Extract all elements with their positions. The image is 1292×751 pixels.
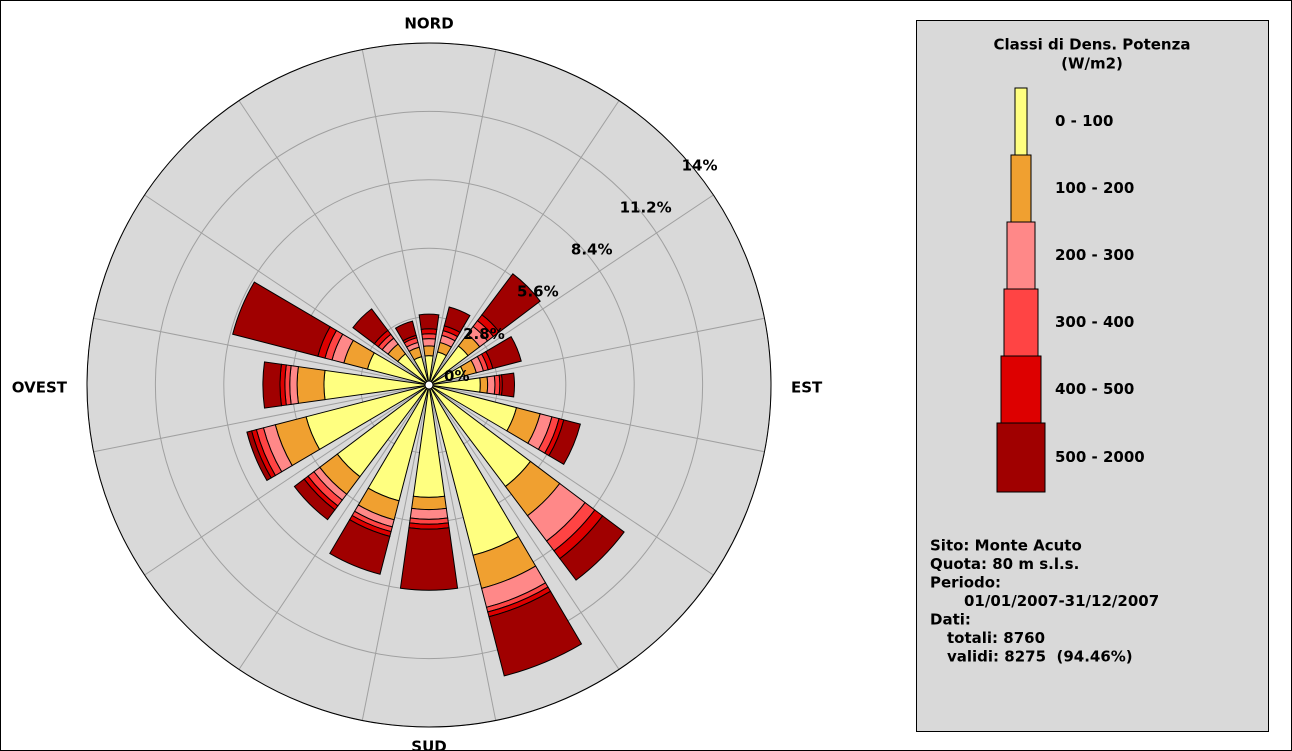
grid-spoke: [238, 384, 430, 670]
rose-segment: [488, 590, 583, 677]
grid-spoke: [361, 384, 430, 721]
ring-label: 8.4%: [571, 241, 613, 259]
direction-label: EST: [791, 379, 823, 397]
legend-swatch: [1014, 87, 1028, 156]
legend-label: 300 - 400: [1055, 313, 1134, 331]
center-dot: [424, 380, 434, 390]
legend-swatch: [1006, 221, 1036, 290]
direction-label: SUD: [411, 738, 446, 751]
info-line: Sito: Monte Acuto: [930, 537, 1082, 555]
rose-segment: [421, 333, 437, 340]
grid-spoke: [93, 317, 430, 386]
legend-box: [916, 20, 1269, 732]
rose-segment: [296, 366, 326, 404]
rose-segment: [352, 308, 389, 345]
rose-segment: [329, 519, 391, 575]
legend-swatch: [1000, 355, 1042, 424]
rose-outline: [86, 42, 772, 728]
grid-spoke: [428, 384, 620, 670]
legend-label: 500 - 2000: [1055, 448, 1145, 466]
grid-spoke: [428, 194, 714, 386]
rose-segment: [486, 375, 496, 395]
info-line: Periodo:: [930, 574, 1001, 592]
legend-label: 0 - 100: [1055, 112, 1113, 130]
rose-segment: [420, 328, 438, 335]
ring-label: 2.8%: [463, 325, 505, 343]
rose-segment: [422, 345, 436, 357]
info-line: Quota: 80 m s.l.s.: [930, 555, 1079, 573]
ring-label: 14%: [682, 156, 718, 174]
rose-segment: [443, 306, 471, 334]
rose-segment: [246, 430, 272, 482]
rose-segment: [548, 419, 581, 466]
grid-spoke: [428, 100, 620, 386]
legend-swatch: [1010, 154, 1032, 223]
info-line: totali: 8760: [947, 629, 1045, 647]
grid-spoke: [428, 384, 765, 453]
grid-spoke: [144, 194, 430, 386]
info-line: Dati:: [930, 611, 971, 629]
grid-spoke: [361, 49, 430, 386]
legend-swatch: [996, 422, 1046, 493]
rose-segment: [411, 495, 447, 511]
rose-segment: [485, 335, 522, 370]
grid-spoke: [93, 384, 430, 453]
legend-title: (W/m2): [1061, 55, 1123, 73]
rose-segment: [394, 320, 417, 342]
rose-segment: [293, 478, 336, 521]
rose-segment: [399, 527, 459, 591]
info-line: validi: 8275 (94.46%): [947, 648, 1133, 666]
rose-segment: [559, 515, 625, 581]
rose-segment: [289, 365, 299, 405]
rose-segment: [479, 376, 489, 394]
ring-label: 5.6%: [517, 283, 559, 301]
grid-spoke: [428, 49, 497, 386]
legend-label: 100 - 200: [1055, 179, 1134, 197]
info-line: 01/01/2007-31/12/2007: [964, 592, 1159, 610]
grid-spoke: [428, 384, 497, 721]
legend-label: 400 - 500: [1055, 380, 1134, 398]
grid-spoke: [428, 384, 714, 576]
legend-swatch: [1003, 288, 1039, 357]
direction-label: NORD: [404, 15, 453, 33]
rose-segment: [232, 281, 331, 357]
rose-segment: [481, 273, 541, 333]
rose-segment: [418, 313, 440, 330]
grid-spoke: [144, 384, 430, 576]
legend-label: 200 - 300: [1055, 246, 1134, 264]
ring-label: 0%: [444, 367, 469, 385]
rose-segment: [501, 372, 515, 398]
grid-ring: [154, 110, 704, 660]
rose-segment: [262, 361, 283, 409]
grid-spoke: [238, 100, 430, 386]
rose-segment: [421, 338, 437, 347]
grid-spoke: [428, 317, 765, 386]
ring-label: 11.2%: [620, 198, 672, 216]
direction-label: OVEST: [12, 379, 68, 397]
legend-title: Classi di Dens. Potenza: [994, 36, 1191, 54]
rose-segment: [409, 507, 449, 520]
